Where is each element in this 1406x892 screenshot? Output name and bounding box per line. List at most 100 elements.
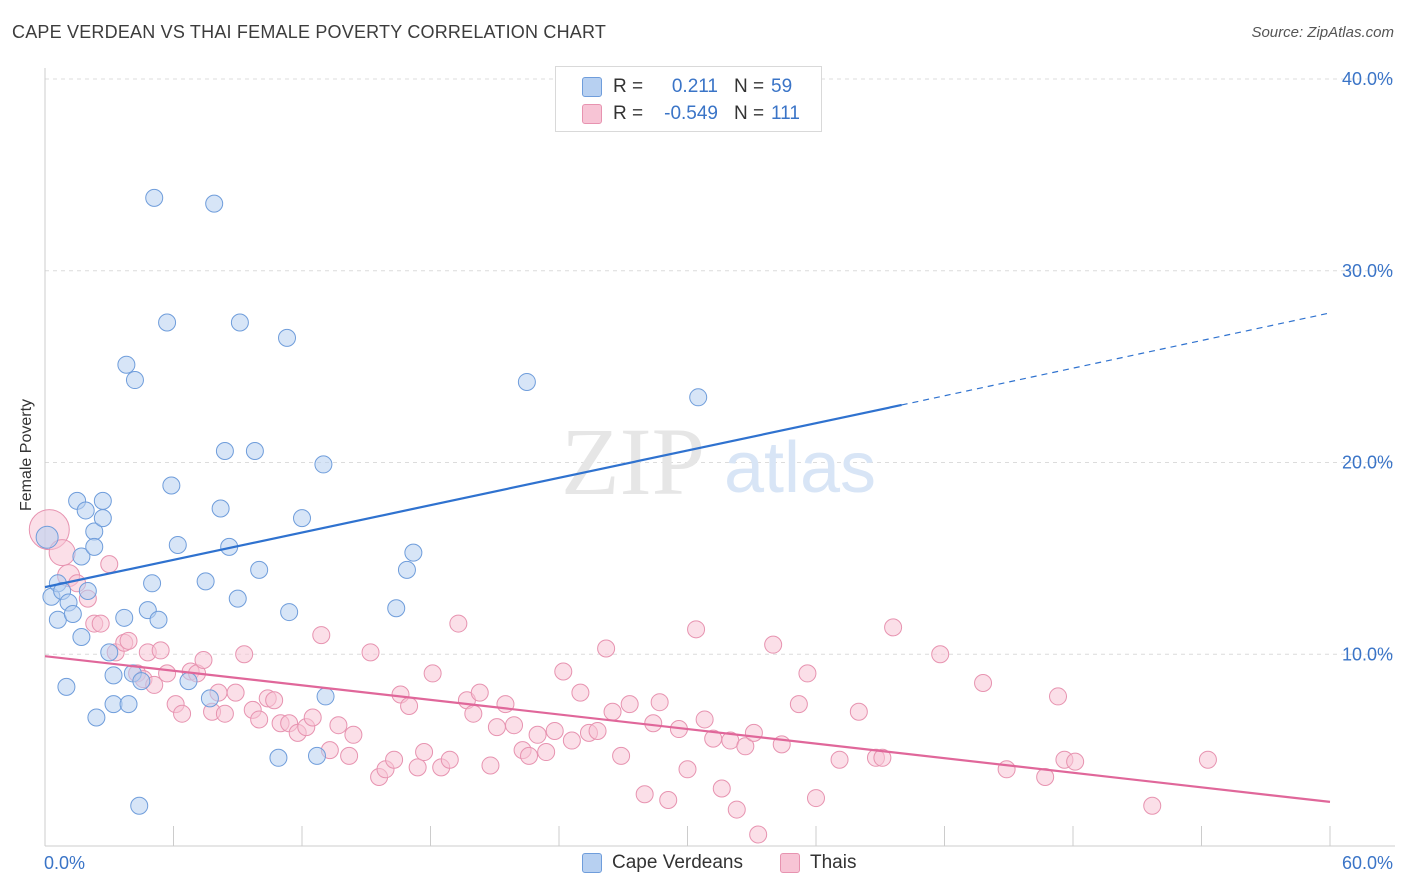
chart-title: CAPE VERDEAN VS THAI FEMALE POVERTY CORR… — [12, 22, 607, 42]
data-point-cape-verdeans — [293, 509, 311, 528]
y-axis-label: Female Poverty — [18, 398, 35, 512]
data-point-cape-verdeans — [78, 581, 97, 600]
data-point-thais — [119, 631, 138, 650]
data-point-cape-verdeans — [63, 604, 82, 623]
data-point-thais — [588, 721, 607, 740]
data-point-thais — [603, 702, 622, 721]
data-point-thais — [997, 760, 1016, 779]
data-point-cape-verdeans — [85, 537, 104, 556]
data-point-cape-verdeans — [130, 796, 149, 815]
legend-row-thais: R = -0.549 N = 111 — [556, 101, 821, 127]
legend-r-value: -0.549 — [664, 103, 718, 124]
data-point-thais — [173, 704, 192, 723]
data-point-cape-verdeans — [93, 509, 112, 528]
data-point-thais — [100, 555, 119, 574]
data-point-cape-verdeans — [280, 603, 299, 622]
data-point-cape-verdeans — [132, 672, 151, 691]
data-point-thais — [1049, 687, 1068, 706]
data-point-thais — [329, 716, 348, 735]
data-point-thais — [736, 737, 755, 756]
data-point-cape-verdeans — [196, 572, 215, 591]
data-point-cape-verdeans — [404, 543, 423, 562]
data-point-thais — [571, 683, 590, 702]
data-point-thais — [873, 748, 892, 767]
data-point-cape-verdeans — [48, 610, 67, 629]
data-point-thais — [312, 626, 331, 645]
legend-n-label: N = — [734, 103, 765, 124]
data-point-thais — [644, 714, 663, 733]
data-point-thais — [798, 664, 817, 683]
data-point-thais — [487, 718, 506, 737]
trend-lines — [44, 312, 1331, 803]
trend-line-thais — [44, 655, 1331, 803]
y-tick-label: 10.0% — [1342, 644, 1393, 664]
legend-swatch-blue — [582, 853, 602, 873]
data-point-thais — [678, 760, 697, 779]
legend-n-value: 59 — [771, 76, 793, 97]
data-point-cape-verdeans — [228, 589, 247, 608]
data-point-cape-verdeans — [179, 672, 198, 691]
data-point-thais — [1066, 752, 1085, 771]
data-point-thais — [215, 704, 234, 723]
data-point-thais — [884, 618, 903, 637]
data-point-cape-verdeans — [93, 491, 112, 510]
data-point-thais — [520, 746, 539, 765]
data-point-cape-verdeans — [119, 695, 138, 714]
data-point-cape-verdeans — [125, 371, 144, 390]
axes — [44, 68, 1395, 847]
y-tick-label: 40.0% — [1342, 69, 1393, 89]
data-point-thais — [340, 746, 359, 765]
data-point-thais — [659, 790, 678, 809]
data-point-thais — [423, 664, 442, 683]
legend-swatch-pink — [582, 104, 602, 124]
data-point-thais — [789, 695, 808, 714]
trend-line-cape-verdeans — [44, 403, 902, 589]
data-point-cape-verdeans — [158, 313, 177, 332]
data-point-cape-verdeans — [76, 501, 95, 520]
data-point-cape-verdeans — [168, 535, 187, 554]
data-point-cape-verdeans — [316, 687, 335, 706]
data-point-thais — [265, 691, 284, 710]
legend-swatch-pink — [780, 853, 800, 873]
data-point-thais — [744, 723, 763, 742]
data-point-thais — [385, 750, 404, 769]
data-point-thais — [235, 645, 254, 664]
series-thais-points — [28, 509, 1217, 844]
data-point-cape-verdeans — [100, 643, 119, 662]
data-point-thais — [562, 731, 581, 750]
data-point-thais — [250, 710, 269, 729]
trend-line-cape-verdeans-extension — [901, 312, 1331, 406]
data-point-thais — [537, 743, 556, 762]
data-point-thais — [415, 743, 434, 762]
data-point-thais — [620, 695, 639, 714]
data-point-cape-verdeans — [72, 627, 91, 646]
data-point-thais — [1198, 750, 1217, 769]
data-point-thais — [303, 708, 322, 727]
legend-item-cape-verdeans: Cape Verdeans — [582, 852, 743, 874]
data-point-cape-verdeans — [314, 455, 333, 474]
data-point-thais — [91, 614, 110, 633]
data-point-thais — [545, 721, 564, 740]
data-point-cape-verdeans — [211, 499, 230, 518]
watermark-atlas: atlas — [724, 428, 876, 508]
data-point-cape-verdeans — [162, 476, 181, 495]
data-point-thais — [764, 635, 783, 654]
data-point-thais — [151, 641, 170, 660]
data-point-thais — [194, 651, 213, 670]
data-point-cape-verdeans — [230, 313, 249, 332]
legend-r-label: R = — [613, 103, 644, 124]
y-tick-label: 30.0% — [1342, 261, 1393, 281]
data-point-thais — [749, 825, 768, 844]
data-point-thais — [554, 662, 573, 681]
source-label: Source: ZipAtlas.com — [1251, 24, 1394, 41]
data-point-thais — [931, 645, 950, 664]
y-tick-label: 20.0% — [1342, 453, 1393, 473]
legend-swatch-blue — [582, 77, 602, 97]
data-point-thais — [597, 639, 616, 658]
data-point-thais — [849, 702, 868, 721]
data-point-cape-verdeans — [307, 746, 326, 765]
legend-r-label: R = — [613, 76, 644, 97]
data-point-cape-verdeans — [250, 560, 269, 579]
data-point-cape-verdeans — [145, 188, 164, 207]
